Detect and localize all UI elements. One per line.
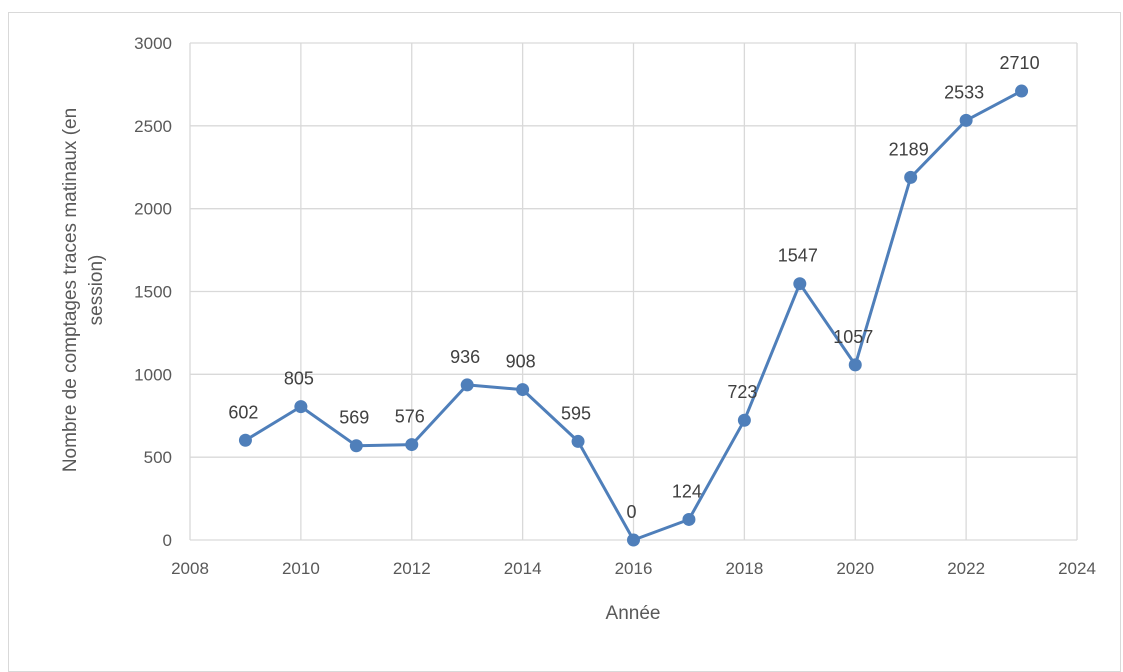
data-label: 595 <box>561 403 591 423</box>
data-point <box>238 433 252 447</box>
data-point <box>793 277 807 291</box>
line-chart: 0 500 1000 1500 2000 2500 3000 2008 2010 2012 2014… <box>60 34 1096 624</box>
data-point <box>405 438 419 452</box>
gridlines <box>189 42 1078 541</box>
x-tick-label: 2012 <box>393 559 431 578</box>
y-tick-label: 0 <box>163 531 172 550</box>
data-label: 1547 <box>778 246 818 266</box>
data-label: 1057 <box>833 327 873 347</box>
data-point <box>959 113 973 127</box>
data-point <box>1015 84 1029 98</box>
y-tick-label: 1000 <box>134 365 172 384</box>
x-tick-label: 2018 <box>725 559 763 578</box>
data-point <box>848 358 862 372</box>
data-label: 2710 <box>1000 53 1040 73</box>
data-point <box>294 400 308 414</box>
x-axis-title: Année <box>606 603 661 624</box>
x-tick-label: 2008 <box>171 559 209 578</box>
data-labels: 602 805 569 576 936 908 595 0 124 723 1547 1057 2189… <box>228 53 1039 522</box>
data-point <box>904 170 918 184</box>
y-tick-label: 3000 <box>134 34 172 53</box>
data-label: 2189 <box>889 139 929 159</box>
x-tick-label: 2016 <box>615 559 653 578</box>
y-tick-label: 2000 <box>134 200 172 219</box>
data-point <box>682 512 696 526</box>
data-label: 2533 <box>944 82 984 102</box>
chart-frame <box>8 12 1121 672</box>
x-tick-label: 2010 <box>282 559 320 578</box>
x-tick-label: 2022 <box>947 559 985 578</box>
x-tick-label: 2024 <box>1058 559 1096 578</box>
data-point <box>460 378 474 392</box>
data-point <box>627 533 640 547</box>
y-axis-title-line-1: Nombre de comptages traces matinaux (en <box>60 108 81 472</box>
data-label: 569 <box>339 408 369 428</box>
data-point <box>516 383 530 397</box>
y-axis-title: Nombre de comptages traces matinaux (en … <box>60 108 107 472</box>
series <box>238 84 1029 547</box>
data-label: 805 <box>284 369 314 389</box>
data-label: 936 <box>450 347 480 367</box>
y-tick-label: 1500 <box>134 283 172 302</box>
tick-labels: 0 500 1000 1500 2000 2500 3000 2008 2010 2012 2014… <box>134 34 1096 578</box>
data-label: 0 <box>626 502 636 522</box>
data-point <box>737 413 751 427</box>
y-tick-label: 500 <box>144 448 172 467</box>
y-axis-title-line-2: session) <box>86 255 107 326</box>
data-label: 602 <box>228 402 258 422</box>
data-label: 124 <box>672 481 702 501</box>
x-tick-label: 2014 <box>504 559 542 578</box>
data-label: 723 <box>727 382 757 402</box>
y-tick-label: 2500 <box>134 117 172 136</box>
data-point <box>349 439 363 453</box>
data-label: 576 <box>395 407 425 427</box>
data-point <box>571 434 585 448</box>
x-tick-label: 2020 <box>836 559 874 578</box>
data-label: 908 <box>506 352 536 372</box>
